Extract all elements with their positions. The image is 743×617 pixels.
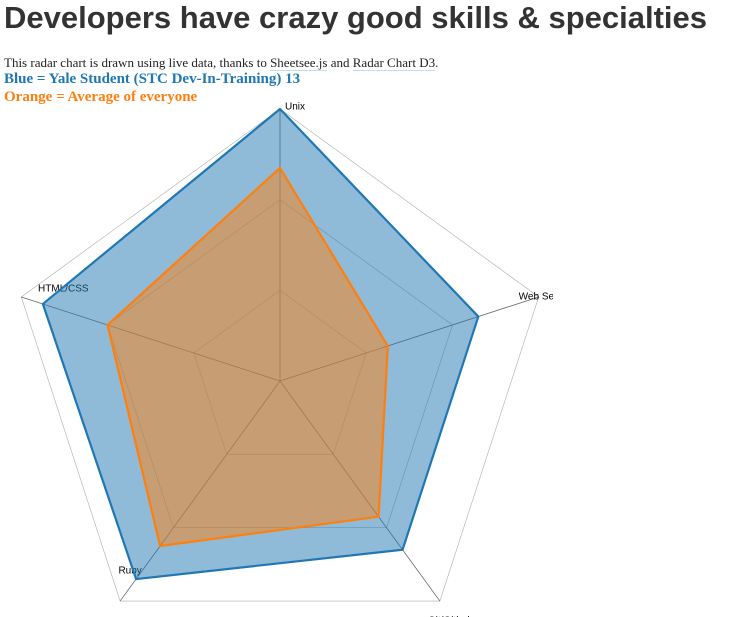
intro-text: This radar chart is drawn using live dat…	[4, 55, 271, 70]
link[interactable]: Sheetsee.js	[270, 55, 328, 71]
intro-text: .	[435, 55, 439, 70]
axis-label: Unix	[285, 102, 305, 113]
axis-label: Git/Github	[428, 616, 473, 617]
legend-entry: Blue = Yale Student (STC Dev-In-Training…	[4, 71, 301, 87]
legend-entry: Orange = Average of everyone	[4, 89, 198, 105]
grid-ring	[20, 108, 540, 602]
intro: This radar chart is drawn using live dat…	[4, 55, 438, 71]
intro-text: and	[327, 55, 353, 70]
series-area	[106, 166, 389, 548]
link[interactable]: Radar Chart D3	[352, 55, 436, 71]
axis-label: Ruby	[118, 566, 141, 577]
page-title: Developers have crazy good skills & spec…	[4, 0, 707, 35]
axis-label: Web Se	[519, 292, 553, 303]
